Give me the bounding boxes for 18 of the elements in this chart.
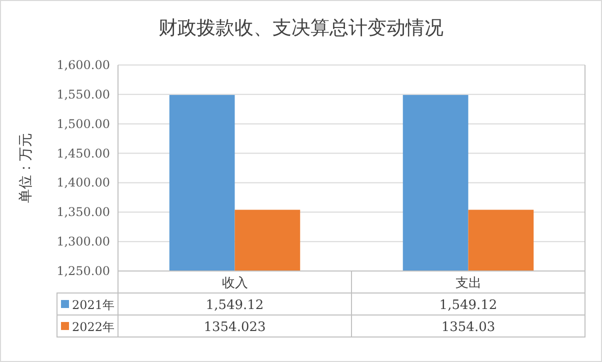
y-tick-label: 1,550.00 (56, 87, 110, 102)
data-label: 1,549.12 (439, 298, 498, 313)
y-tick-label: 1,350.00 (56, 205, 110, 220)
y-tick-label: 1,600.00 (56, 58, 110, 72)
y-tick-label: 1,250.00 (56, 264, 110, 278)
y-tick-label: 1,400.00 (56, 176, 110, 190)
y-axis-title: 单位：万元 (18, 133, 34, 203)
data-label: 1354.023 (204, 320, 266, 335)
y-tick-label: 1,500.00 (56, 116, 110, 131)
x-tick-label: 支出 (455, 276, 482, 291)
y-tick-label: 1,450.00 (56, 146, 110, 160)
x-tick-label: 收入 (222, 276, 248, 291)
legend-label: 2021年 (72, 298, 115, 312)
data-label: 1,549.12 (206, 298, 264, 313)
y-tick-label: 1,300.00 (56, 234, 110, 249)
data-label: 1354.03 (441, 320, 496, 335)
legend-label: 2022年 (72, 320, 115, 334)
chart-title: 财政拨款收、支决算总计变动情况 (158, 17, 444, 39)
